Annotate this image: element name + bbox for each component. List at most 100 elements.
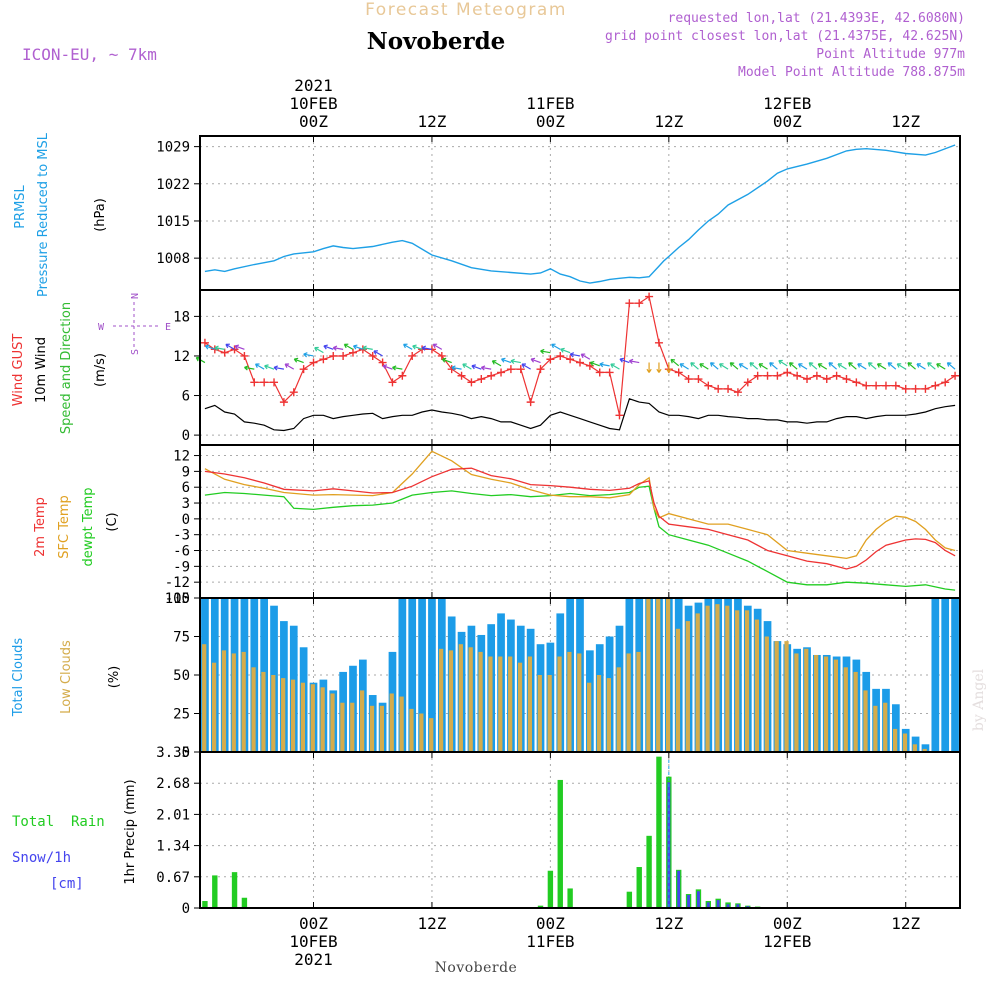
wind-gust-marker: [891, 381, 900, 390]
snow-unit-label: [cm]: [50, 876, 84, 892]
wind-direction-arrow: [332, 345, 344, 351]
wind-panel: 0 6 12 18: [173, 289, 961, 446]
wind-gust-marker: [694, 375, 703, 384]
precip-panel: 0 0.67 1.34 2.01 2.68 3.35: [156, 745, 961, 917]
top-axis-label: 00Z: [773, 112, 802, 131]
low-cloud-bar: [340, 702, 345, 752]
low-cloud-bar: [320, 687, 325, 752]
y-tick-label: 3: [182, 496, 190, 512]
wind-gust-marker: [753, 371, 762, 380]
wind-direction-arrow: [530, 357, 541, 364]
y-tick-label: 0: [182, 745, 190, 761]
wind-gust-marker: [339, 351, 348, 360]
low-cloud-bar: [241, 651, 246, 752]
wind-gust-marker: [250, 378, 259, 387]
wind-direction-arrow: [690, 362, 699, 370]
low-cloud-bar: [863, 690, 868, 752]
snow-bar: [697, 891, 700, 908]
panel-border: [199, 444, 961, 599]
closest-coords: grid point closest lon,lat (21.4375E, 42…: [605, 29, 965, 44]
precip-unit: 1hr Precip (mm): [123, 779, 138, 884]
y-tick-label: -6: [173, 544, 190, 560]
y-tick-label: 3.35: [156, 745, 190, 761]
top-axis-label: 12Z: [891, 112, 920, 131]
wind-direction-arrow: [646, 362, 652, 373]
snow-bar: [706, 902, 710, 908]
total-clouds-label: Total Clouds: [11, 638, 26, 718]
total-cloud-bar: [951, 598, 959, 752]
y-tick-label: 18: [173, 309, 190, 325]
rain-bar: [202, 901, 208, 908]
low-cloud-bar: [350, 702, 355, 752]
wind-gust-marker: [487, 371, 496, 380]
wind-gust-marker: [467, 378, 476, 387]
wind-gust-marker: [615, 411, 624, 420]
top-axis-label: 12Z: [654, 112, 683, 131]
wind-direction-arrow: [876, 363, 887, 370]
wind-direction-arrow: [225, 343, 235, 350]
wind-direction-arrow: [907, 362, 916, 370]
top-axis-label: 10FEB: [289, 94, 337, 113]
wind-direction-arrow: [540, 348, 551, 355]
requested-coords: requested lon,lat (21.4393E, 42.6080N): [668, 11, 965, 26]
wind-direction-arrow: [769, 362, 778, 370]
y-tick-label: 50: [173, 668, 190, 684]
wind-gust-marker: [260, 378, 269, 387]
wind-direction-arrow: [738, 363, 749, 370]
wind-direction-arrow: [867, 362, 877, 370]
low-cloud-bar: [438, 648, 444, 752]
bottom-axis-label: 00Z: [773, 914, 802, 933]
wind-gust-marker: [704, 381, 713, 390]
wind-gust-marker: [763, 371, 772, 380]
y-tick-label: 1015: [156, 214, 190, 230]
wind-gust-marker: [714, 384, 723, 393]
low-cloud-bar: [389, 693, 394, 752]
2m-temp-line: [204, 467, 956, 570]
y-tick-label: 6: [182, 389, 190, 405]
wind-gust-label: Wind GUST: [11, 334, 26, 407]
y-tick-label: 0.67: [156, 870, 190, 886]
low-cloud-bar: [271, 675, 276, 752]
low-cloud-bar: [636, 651, 641, 752]
low-cloud-bar: [419, 713, 424, 752]
wind-gust-marker: [576, 358, 584, 367]
wind-direction-arrow: [323, 344, 334, 350]
wind-gust-marker: [743, 378, 752, 387]
cloud-panel: 0 25 50 75 100: [165, 591, 961, 761]
wind-direction-arrow: [362, 345, 373, 351]
wind-gust-marker: [625, 299, 634, 308]
wind-direction-arrow: [729, 362, 739, 370]
wind-gust-marker: [822, 375, 831, 384]
top-axis-label: 00Z: [536, 112, 565, 131]
top-axis-label: 11FEB: [526, 94, 574, 113]
rain-bar: [241, 897, 248, 908]
wind-direction-arrow: [273, 365, 285, 371]
compass-north: N: [130, 293, 141, 299]
wind-gust-marker: [595, 368, 604, 377]
wind-direction-arrow: [462, 363, 472, 370]
wind-direction-arrow: [679, 363, 689, 370]
low-cloud-bar: [557, 656, 562, 752]
bottom-axis-label: 12Z: [891, 914, 920, 933]
wind-direction-arrow: [214, 345, 225, 351]
wind-speed-line: [204, 398, 956, 432]
bottom-axis-label: 12Z: [417, 914, 446, 933]
rain-bar: [231, 872, 238, 908]
y-tick-label: 6: [182, 480, 190, 496]
wind-direction-arrow: [314, 346, 324, 354]
wind-direction-arrow: [264, 364, 275, 370]
low-cloud-bar: [814, 654, 819, 752]
bottom-axis-label: 2021: [294, 950, 333, 969]
low-cloud-bar: [596, 675, 602, 752]
compass-icon: N S W E: [98, 293, 171, 355]
low-cloud-bar: [360, 690, 365, 752]
low-cloud-bar: [310, 684, 315, 752]
low-cloud-bar: [902, 733, 908, 752]
wind-gust-marker: [872, 381, 881, 390]
low-cloud-bar: [626, 653, 631, 752]
temp-dewpt-label: dewpt Temp: [81, 487, 96, 566]
wind-direction-arrow: [501, 357, 512, 364]
low-cloud-bar: [873, 705, 878, 752]
wind-direction-arrow: [719, 363, 729, 370]
